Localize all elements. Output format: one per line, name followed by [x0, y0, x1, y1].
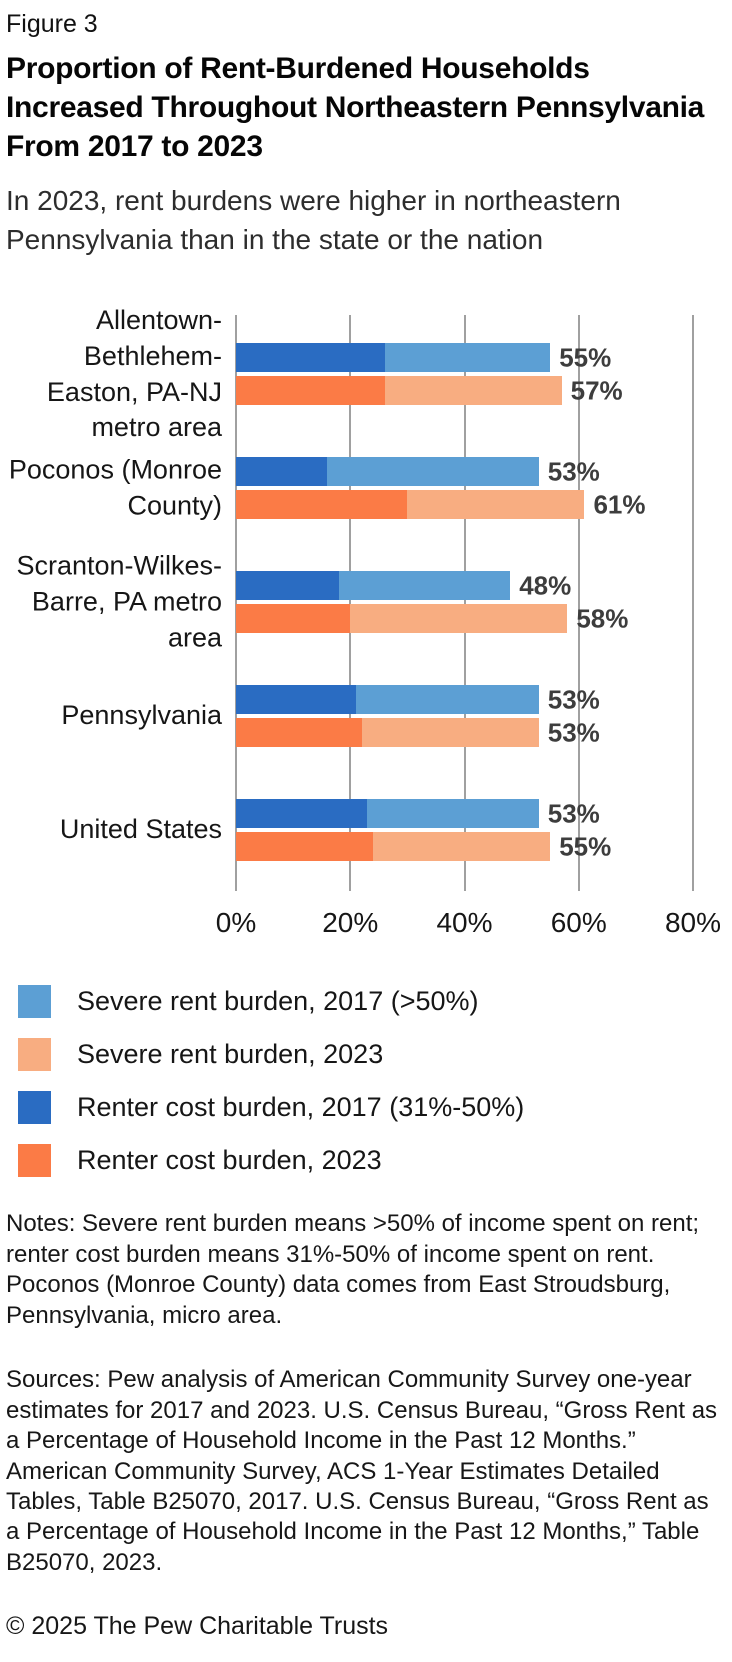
category-label: Poconos (Monroe County): [8, 454, 222, 521]
gridline: [577, 315, 580, 892]
x-tick-label: 0%: [215, 907, 257, 939]
stacked-bar-2023: [236, 490, 585, 520]
bar-chart: Allentown-Bethlehem-Easton, PA-NJ metro …: [0, 305, 732, 951]
bar-segment: [236, 604, 351, 634]
legend-item: Renter cost burden, 2023: [18, 1144, 732, 1178]
bar-value-label: 53%: [547, 717, 600, 748]
bar-row-2023: 57%: [236, 375, 693, 406]
bar-segment: [367, 799, 539, 829]
notes-text: Notes: Severe rent burden means >50% of …: [6, 1210, 700, 1329]
bar-value-label: 53%: [547, 798, 600, 829]
stacked-bar-2023: [236, 376, 562, 406]
stacked-bar-2023: [236, 718, 539, 748]
gridline: [349, 315, 352, 892]
legend-label: Severe rent burden, 2023: [77, 1039, 384, 1070]
category-label: Pennsylvania: [61, 700, 222, 731]
stacked-bar-2017: [236, 571, 511, 601]
bar-value-label: 58%: [576, 603, 629, 634]
bar-group: Poconos (Monroe County) 53% 61%: [9, 455, 693, 521]
bar-row-2023: 58%: [236, 603, 693, 634]
bar-value-label: 61%: [593, 489, 646, 520]
x-tick-label: 40%: [436, 907, 493, 939]
bar-value-label: 55%: [559, 831, 612, 862]
bar-row-2023: 55%: [236, 831, 693, 862]
bar-segment: [384, 343, 551, 373]
gridline: [692, 315, 694, 892]
legend-item: Severe rent burden, 2017 (>50%): [18, 985, 732, 1019]
stacked-bar-2017: [236, 685, 539, 715]
bar-segment: [236, 343, 385, 373]
legend-label: Severe rent burden, 2017 (>50%): [77, 986, 479, 1017]
bar-value-label: 53%: [547, 684, 600, 715]
category-label: Scranton-Wilkes-Barre, PA metro area: [16, 550, 222, 653]
legend-swatch: [18, 1144, 51, 1178]
gridline: [235, 315, 237, 892]
stacked-bar-2017: [236, 457, 539, 487]
bar-segment: [384, 376, 562, 406]
bar-segment: [361, 718, 539, 748]
gridline: [463, 315, 466, 892]
bar-segment: [236, 457, 328, 487]
legend-swatch: [18, 1091, 51, 1125]
figure-subtitle: In 2023, rent burdens were higher in nor…: [6, 185, 621, 255]
bar-value-label: 48%: [519, 570, 572, 601]
plot-area: Allentown-Bethlehem-Easton, PA-NJ metro …: [9, 305, 694, 892]
bar-value-label: 53%: [547, 456, 600, 487]
bar-group: United States 53% 55%: [60, 798, 693, 862]
bar-row-2017: 53%: [236, 684, 693, 715]
bar-segment: [236, 832, 374, 862]
stacked-bar-2017: [236, 343, 551, 373]
bar-value-label: 55%: [559, 342, 612, 373]
bar-segment: [236, 571, 339, 601]
x-tick-label: 60%: [550, 907, 607, 939]
bar-segment: [236, 490, 408, 520]
bar-group: Scranton-Wilkes-Barre, PA metro area 48% 5…: [16, 551, 693, 652]
sources-text: Sources: Pew analysis of American Commun…: [6, 1366, 718, 1576]
legend-item: Severe rent burden, 2023: [18, 1038, 732, 1072]
category-label: Allentown-Bethlehem-Easton, PA-NJ metro …: [46, 305, 222, 442]
bar-segment: [373, 832, 551, 862]
bar-segment: [236, 718, 362, 748]
x-axis: 0% 20% 40% 60% 80%: [216, 891, 721, 951]
bar-segment: [236, 799, 368, 829]
stacked-bar-2017: [236, 799, 539, 829]
legend-label: Renter cost burden, 2017 (31%-50%): [77, 1092, 525, 1123]
bar-group: Allentown-Bethlehem-Easton, PA-NJ metro …: [47, 305, 693, 442]
bar-segment: [407, 490, 585, 520]
bar-row-2023: 61%: [236, 489, 693, 520]
category-label: United States: [59, 814, 222, 845]
copyright-text: © 2025 The Pew Charitable Trusts: [6, 1612, 389, 1641]
bar-groups: Allentown-Bethlehem-Easton, PA-NJ metro …: [9, 305, 693, 862]
figure-label: Figure 3: [6, 10, 98, 38]
bar-group: Pennsylvania 53% 53%: [61, 684, 693, 748]
bar-row-2017: 53%: [236, 456, 693, 487]
bar-segment: [236, 376, 385, 406]
x-tick-label: 20%: [322, 907, 379, 939]
bar-segment: [338, 571, 511, 601]
bar-segment: [355, 685, 539, 715]
bar-row-2017: 48%: [236, 570, 693, 601]
bar-row-2023: 53%: [236, 717, 693, 748]
figure-title: Proportion of Rent-Burdened Households I…: [6, 52, 705, 163]
bar-segment: [236, 685, 356, 715]
stacked-bar-2023: [236, 832, 551, 862]
stacked-bar-2023: [236, 604, 568, 634]
bar-value-label: 57%: [570, 375, 623, 406]
legend-swatch: [18, 1038, 51, 1072]
x-tick-label: 80%: [664, 907, 722, 939]
bar-segment: [327, 457, 539, 487]
bar-segment: [350, 604, 568, 634]
legend-label: Renter cost burden, 2023: [77, 1145, 382, 1176]
bar-row-2017: 53%: [236, 798, 693, 829]
chart-legend: Severe rent burden, 2017 (>50%) Severe re…: [0, 985, 732, 1178]
legend-swatch: [18, 985, 51, 1019]
legend-item: Renter cost burden, 2017 (31%-50%): [18, 1091, 732, 1125]
bar-row-2017: 55%: [236, 342, 693, 373]
